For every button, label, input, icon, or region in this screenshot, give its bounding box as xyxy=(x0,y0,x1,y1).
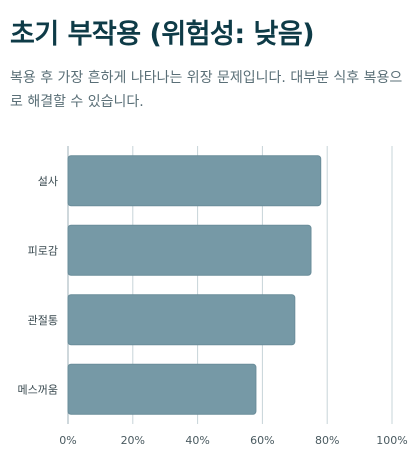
x-tick-label: 20% xyxy=(121,434,145,447)
bar xyxy=(67,155,322,207)
bar xyxy=(67,294,296,346)
x-tick-label: 100% xyxy=(376,434,407,447)
x-tick-labels: 0% 20% 40% 60% 80% 100% xyxy=(59,434,407,447)
x-tick-label: 60% xyxy=(250,434,274,447)
category-label: 관절통 xyxy=(28,314,58,327)
x-tick-label: 80% xyxy=(315,434,339,447)
page-title: 초기 부작용 (위험성: 낮음) xyxy=(10,19,315,50)
category-label: 피로감 xyxy=(28,244,58,257)
x-tick-label: 40% xyxy=(185,434,209,447)
bars xyxy=(67,155,322,415)
x-tick-label: 0% xyxy=(59,434,76,447)
bar xyxy=(67,224,312,276)
category-label: 설사 xyxy=(38,175,58,188)
category-label: 메스꺼움 xyxy=(18,383,58,396)
page-subtitle: 복용 후 가장 흔하게 나타나는 위장 문제입니다. 대부분 식후 복용으로 해… xyxy=(10,70,403,110)
bar xyxy=(67,363,257,415)
